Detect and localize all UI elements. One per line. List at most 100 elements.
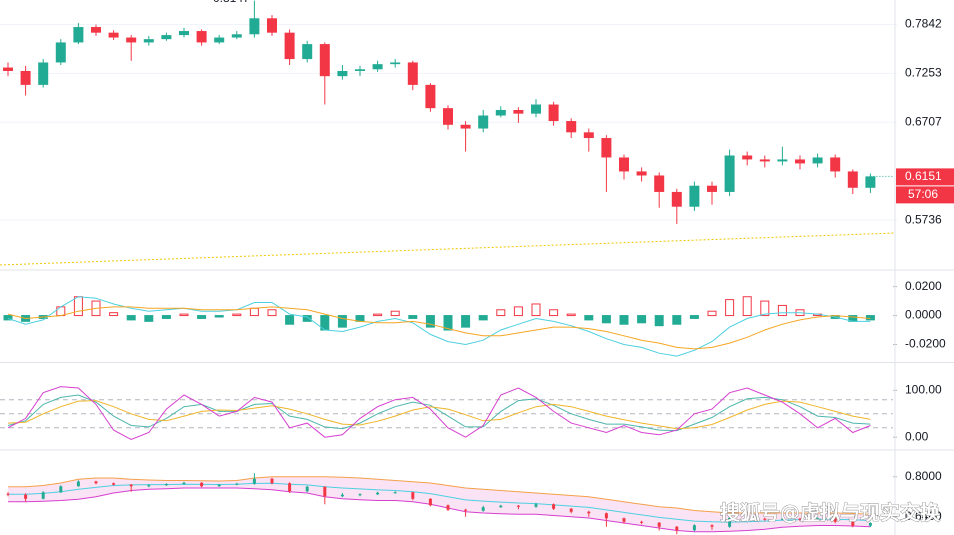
high-annotation: 0.8147 <box>213 0 250 5</box>
candle-body <box>411 492 415 499</box>
candle-body <box>41 492 45 499</box>
candle-body <box>24 494 28 499</box>
histogram-bar <box>73 296 83 317</box>
candle-body <box>108 32 119 38</box>
candle-body <box>147 485 151 487</box>
candle-body <box>302 44 313 60</box>
candle-body <box>126 37 137 43</box>
candle-body <box>569 508 573 512</box>
series-line <box>8 476 871 515</box>
candle-body <box>745 517 749 519</box>
candle-body <box>337 70 348 77</box>
candle-body <box>816 518 820 520</box>
candle-body <box>38 62 49 85</box>
candle-body <box>340 494 344 497</box>
series-line <box>8 482 871 523</box>
candle-body <box>868 522 872 526</box>
candle-body <box>604 513 608 519</box>
candle-body <box>780 518 784 520</box>
candle-body <box>513 109 524 114</box>
candle-body <box>196 31 207 43</box>
histogram-bar <box>689 315 699 319</box>
candle-body <box>249 18 260 35</box>
histogram-bar <box>672 315 682 325</box>
candle-body <box>552 504 556 509</box>
band-fill <box>8 476 871 532</box>
series-line <box>7 306 871 350</box>
candle-body <box>601 138 612 158</box>
candle-body <box>390 62 401 65</box>
histogram-bar <box>3 315 13 321</box>
histogram-bar <box>443 315 453 331</box>
candle-body <box>358 494 362 496</box>
series-line <box>7 400 871 430</box>
candle-body <box>288 483 292 492</box>
candle-body <box>73 27 84 43</box>
y-tick-label: 0.6400 <box>905 509 942 523</box>
candle-body <box>6 493 10 495</box>
series-line <box>7 386 871 441</box>
candle-body <box>91 27 101 33</box>
candle-body <box>20 70 31 85</box>
candle-body <box>3 67 13 71</box>
candle-body <box>812 157 823 164</box>
histogram-bar <box>126 315 136 321</box>
candle-body <box>710 525 714 527</box>
histogram-bar <box>637 315 647 324</box>
histogram-bar <box>725 299 735 317</box>
candle-body <box>446 505 450 510</box>
trend-line <box>0 232 896 266</box>
histogram-bar <box>161 315 171 319</box>
histogram-bar <box>777 304 787 317</box>
candle-body <box>640 521 644 523</box>
candle-body <box>372 64 383 70</box>
candle-body <box>495 109 506 116</box>
histogram-bar <box>531 303 541 317</box>
candle-body <box>217 484 221 487</box>
histogram-bar <box>267 309 277 317</box>
candle-body <box>534 504 538 507</box>
candle-body <box>323 486 327 497</box>
price-badge <box>896 168 954 186</box>
y-tick-label: 0.00 <box>905 429 929 443</box>
candle-body <box>94 481 98 484</box>
y-tick-label: 0.0000 <box>905 308 942 322</box>
candle-body <box>865 176 876 188</box>
candle-body <box>428 498 432 506</box>
candle-body <box>671 191 682 207</box>
candle-body <box>182 482 186 484</box>
candle-body <box>355 69 365 71</box>
histogram-bar <box>302 315 312 322</box>
candle-body <box>516 505 520 507</box>
candle-body <box>214 37 225 43</box>
candle-body <box>566 121 577 133</box>
histogram-bar <box>742 296 752 317</box>
histogram-bar <box>496 309 506 317</box>
histogram-bar <box>408 315 418 319</box>
candle-body <box>636 171 647 176</box>
candle-body <box>305 486 309 492</box>
histogram-bar <box>566 313 576 317</box>
candle-body <box>548 104 559 122</box>
candle-body <box>425 84 436 109</box>
histogram-bar <box>179 313 189 317</box>
candle-body <box>654 175 665 192</box>
candle-body <box>795 159 805 164</box>
y-tick-label: 0.7253 <box>905 65 942 79</box>
last-price: 0.6151 <box>905 169 942 183</box>
candle-body <box>689 185 700 207</box>
candle-body <box>267 18 277 33</box>
histogram-bar <box>373 313 383 317</box>
histogram-bar <box>390 310 400 317</box>
histogram-bar <box>478 315 488 321</box>
candle-body <box>112 483 116 485</box>
candle-body <box>478 115 489 129</box>
candle-body <box>407 62 418 85</box>
histogram-bar <box>760 300 770 317</box>
candle-body <box>143 39 154 43</box>
candle-body <box>443 108 453 125</box>
candle-body <box>235 483 239 485</box>
y-tick-label: 0.7842 <box>905 17 942 31</box>
histogram-bar <box>461 315 471 328</box>
